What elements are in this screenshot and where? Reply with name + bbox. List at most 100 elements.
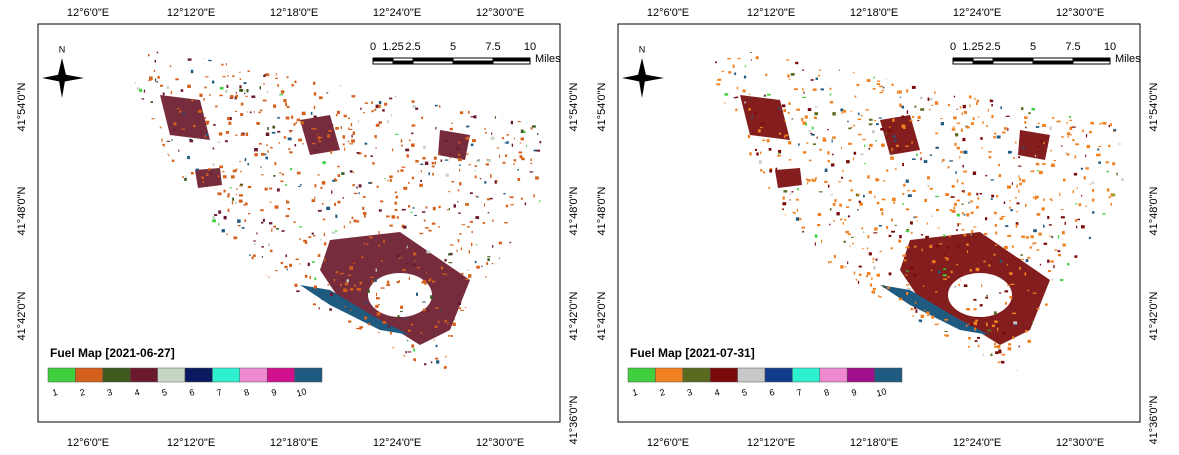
fuel-speck [1008,347,1012,350]
fuel-speck [254,111,255,112]
fuel-speck [344,225,345,228]
fuel-speck [313,128,317,130]
fuel-speck [962,190,965,192]
fuel-speck [897,91,898,94]
fuel-speck [506,205,508,208]
fuel-speck [400,311,403,312]
fuel-speck [336,114,338,116]
fuel-speck [797,188,799,190]
fuel-speck [1049,224,1052,225]
fuel-speck [807,179,810,182]
fuel-speck [985,217,987,220]
fuel-speck [957,179,958,182]
fuel-speck [802,97,806,98]
lat-label: 41°54'0"N [568,82,580,131]
fuel-speck [286,215,290,217]
fuel-speck [801,118,803,121]
clearing [948,273,1012,317]
fuel-speck [411,344,414,347]
fuel-speck [899,104,901,107]
lon-label: 12°24'0"E [953,7,1001,19]
fuel-speck [475,165,478,167]
fuel-speck [405,319,407,321]
fuel-speck [354,193,358,194]
fuel-speck [436,333,438,334]
fuel-speck [1113,131,1115,133]
fuel-speck [390,179,392,182]
fuel-speck [943,234,945,237]
fuel-speck [973,117,975,120]
fuel-speck [735,109,737,112]
fuel-speck [902,116,905,118]
fuel-speck [778,107,779,110]
fuel-speck [202,176,204,179]
fuel-speck [488,160,491,163]
fuel-speck [1009,296,1012,299]
fuel-speck [414,215,417,216]
fuel-speck [350,288,353,291]
fuel-speck [734,73,736,76]
fuel-speck [376,297,380,299]
fuel-speck [209,94,210,96]
fuel-speck [1018,166,1022,167]
fuel-speck [468,164,471,165]
fuel-speck [330,293,333,296]
fuel-speck [326,207,330,210]
fuel-speck [911,232,913,234]
fuel-speck [249,254,251,255]
fuel-speck [499,155,500,158]
fuel-speck [271,229,272,232]
scale-segment [1033,61,1073,64]
fuel-speck [340,284,342,286]
fuel-speck [902,163,904,166]
fuel-speck [472,231,473,233]
fuel-speck [832,139,833,143]
fuel-speck [783,109,786,112]
fuel-speck [964,111,967,114]
fuel-speck [449,208,450,210]
fuel-speck [862,248,863,250]
fuel-speck [869,191,872,194]
fuel-speck [227,75,229,76]
fuel-speck [799,218,801,220]
fuel-speck [239,185,243,186]
fuel-speck [823,137,826,140]
fuel-speck [999,292,1002,293]
fuel-speck [922,248,923,251]
fuel-speck [962,165,964,168]
fuel-speck [279,172,281,173]
fuel-speck [789,79,790,80]
fuel-speck [502,137,504,139]
fuel-speck [957,147,960,150]
fuel-speck [375,148,377,149]
fuel-speck [910,266,914,269]
fuel-speck [275,162,277,165]
fuel-speck [814,117,817,119]
fuel-speck [954,203,957,206]
fuel-speck [1061,216,1065,218]
fuel-speck [1000,260,1002,263]
fuel-speck [988,151,992,153]
fuel-speck [1001,216,1005,217]
fuel-speck [952,128,956,130]
fuel-speck [994,346,998,348]
fuel-speck [1030,246,1032,248]
fuel-speck [389,176,392,179]
fuel-speck [1121,178,1124,180]
fuel-speck [419,184,423,187]
fuel-speck [862,139,866,140]
fuel-speck [349,221,351,223]
fuel-speck [499,242,502,245]
fuel-speck [903,184,905,187]
fuel-speck [413,207,415,208]
fuel-speck [520,142,522,143]
fuel-speck [345,283,348,286]
fuel-speck [994,311,997,314]
fuel-speck [955,133,958,136]
fuel-speck [906,270,909,272]
fuel-speck [317,134,318,135]
lat-label: 41°54'0"N [16,82,28,131]
lon-label: 12°6'0"E [647,437,689,449]
fuel-speck [348,118,350,120]
fuel-speck [402,209,406,211]
